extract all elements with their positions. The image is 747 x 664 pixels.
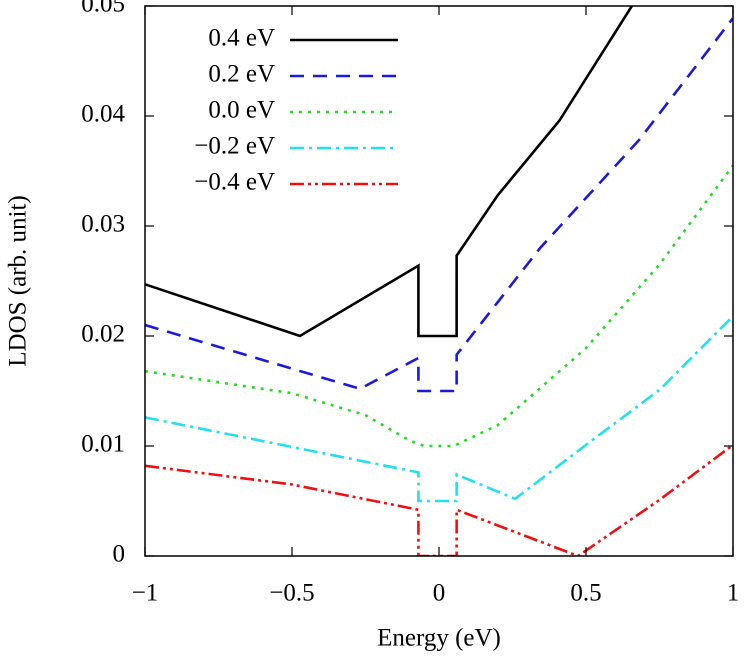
x-tick-label: 0.5 — [570, 580, 601, 607]
plot-area — [145, 6, 733, 556]
legend-label: 0.2 eV — [208, 61, 275, 88]
series-line — [145, 6, 633, 338]
series-line — [145, 315, 733, 503]
y-tick-label: 0 — [113, 541, 126, 568]
series-line — [145, 443, 733, 556]
x-tick-label: 0 — [433, 580, 446, 607]
y-tick-label: 0.03 — [81, 211, 125, 238]
x-tick-label: −1 — [132, 580, 159, 607]
y-tick-label: 0.02 — [81, 321, 125, 348]
series-line — [145, 164, 733, 448]
legend-label: 0.0 eV — [208, 97, 275, 124]
legend-label: 0.4 eV — [208, 25, 275, 52]
x-tick-label: 1 — [727, 580, 740, 607]
y-tick-label: 0.05 — [81, 0, 125, 18]
legend-label: −0.2 eV — [194, 133, 275, 160]
y-tick-label: 0.04 — [81, 101, 125, 128]
y-tick-label: 0.01 — [81, 431, 125, 458]
x-tick-label: −0.5 — [269, 580, 314, 607]
series-line — [145, 17, 733, 393]
legend-label: −0.4 eV — [194, 169, 275, 196]
y-axis-label: LDOS (arb. unit) — [5, 195, 32, 367]
x-axis-label: Energy (eV) — [377, 625, 501, 652]
